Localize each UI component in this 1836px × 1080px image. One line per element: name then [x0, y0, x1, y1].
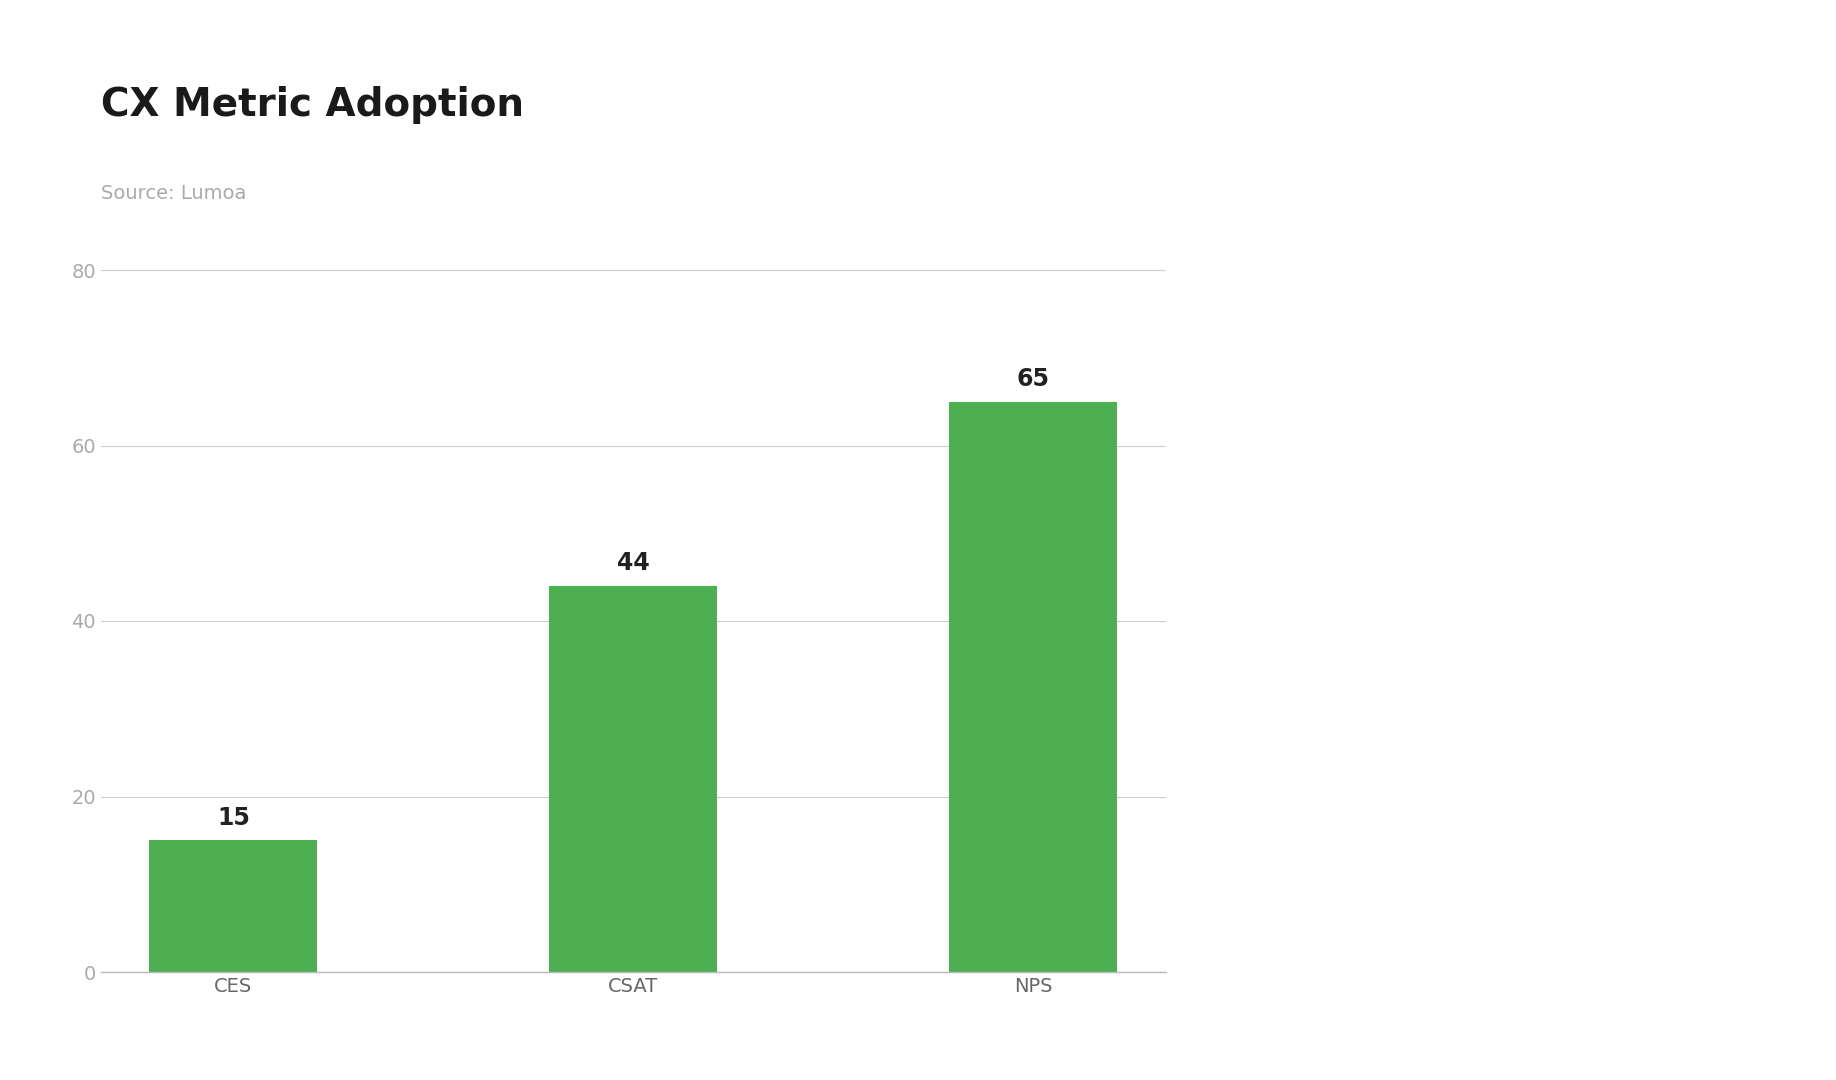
Text: Source: Lumoa: Source: Lumoa	[101, 184, 246, 203]
Bar	[549, 585, 718, 972]
Text: 65: 65	[1017, 367, 1050, 391]
Text: 44: 44	[617, 552, 650, 576]
Bar	[149, 840, 318, 972]
Text: CX Metric Adoption: CX Metric Adoption	[101, 86, 523, 124]
Text: 15: 15	[217, 806, 250, 829]
Bar	[949, 402, 1118, 972]
